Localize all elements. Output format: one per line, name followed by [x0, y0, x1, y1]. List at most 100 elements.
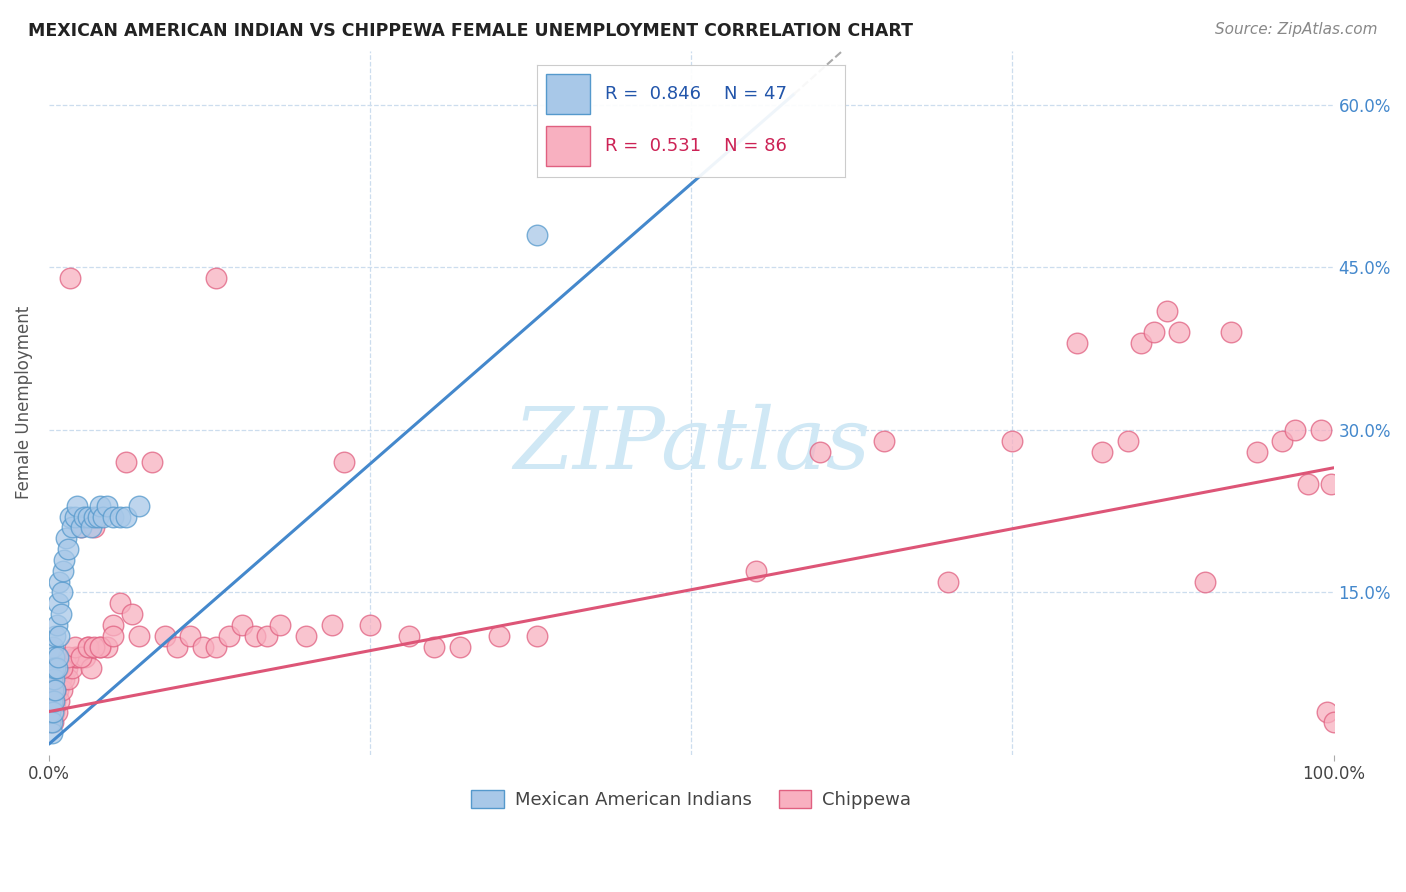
- Point: [63, 640, 86, 654]
- Point: [76, 640, 98, 654]
- Point: [60, 520, 83, 534]
- Text: MEXICAN AMERICAN INDIAN VS CHIPPEWA FEMALE UNEMPLOYMENT CORRELATION CHART: MEXICAN AMERICAN INDIAN VS CHIPPEWA FEMA…: [28, 22, 912, 40]
- Point: [42, 682, 65, 697]
- Point: [53, 672, 76, 686]
- Point: [141, 455, 163, 469]
- Point: [1309, 423, 1331, 437]
- Point: [44, 661, 66, 675]
- Point: [115, 455, 138, 469]
- Point: [218, 629, 240, 643]
- Point: [56, 661, 79, 675]
- Point: [70, 520, 93, 534]
- Point: [55, 531, 77, 545]
- Point: [1066, 336, 1088, 351]
- Point: [243, 629, 266, 643]
- Point: [41, 705, 63, 719]
- Point: [423, 640, 446, 654]
- Point: [1284, 423, 1306, 437]
- Point: [58, 672, 80, 686]
- Point: [66, 499, 89, 513]
- Point: [49, 607, 72, 621]
- Point: [103, 509, 125, 524]
- Point: [128, 499, 150, 513]
- Point: [42, 640, 65, 654]
- Legend: Mexican American Indians, Chippewa: Mexican American Indians, Chippewa: [464, 782, 918, 816]
- Point: [269, 618, 291, 632]
- Point: [42, 672, 65, 686]
- Point: [526, 629, 548, 643]
- Point: [89, 499, 111, 513]
- Point: [41, 694, 63, 708]
- Point: [1320, 477, 1343, 491]
- Point: [108, 596, 131, 610]
- Point: [46, 682, 69, 697]
- Point: [205, 271, 228, 285]
- Point: [42, 715, 65, 730]
- Point: [42, 694, 65, 708]
- Point: [166, 640, 188, 654]
- Point: [45, 705, 67, 719]
- Text: ZIPatlas: ZIPatlas: [513, 404, 870, 486]
- Point: [1194, 574, 1216, 589]
- Point: [179, 629, 201, 643]
- Point: [115, 509, 138, 524]
- Y-axis label: Female Unemployment: Female Unemployment: [15, 306, 32, 500]
- Point: [60, 661, 83, 675]
- Point: [39, 705, 62, 719]
- Point: [48, 694, 70, 708]
- Point: [1156, 303, 1178, 318]
- Point: [333, 455, 356, 469]
- Point: [70, 520, 93, 534]
- Point: [359, 618, 381, 632]
- Point: [46, 596, 69, 610]
- Point: [103, 629, 125, 643]
- Point: [744, 564, 766, 578]
- Point: [1129, 336, 1152, 351]
- Point: [44, 629, 66, 643]
- Point: [48, 574, 70, 589]
- Point: [42, 661, 65, 675]
- Point: [44, 682, 66, 697]
- Point: [46, 661, 69, 675]
- Point: [108, 509, 131, 524]
- Point: [58, 650, 80, 665]
- Point: [121, 607, 143, 621]
- Point: [39, 715, 62, 730]
- Point: [83, 520, 105, 534]
- Point: [153, 629, 176, 643]
- Point: [76, 509, 98, 524]
- Point: [41, 672, 63, 686]
- Point: [51, 682, 73, 697]
- Point: [96, 499, 118, 513]
- Text: Source: ZipAtlas.com: Source: ZipAtlas.com: [1215, 22, 1378, 37]
- Point: [936, 574, 959, 589]
- Point: [1316, 705, 1339, 719]
- Point: [89, 640, 111, 654]
- Point: [45, 661, 67, 675]
- Point: [1271, 434, 1294, 448]
- Point: [44, 682, 66, 697]
- Point: [76, 640, 98, 654]
- Point: [42, 705, 65, 719]
- Point: [53, 553, 76, 567]
- Point: [91, 509, 114, 524]
- Point: [1296, 477, 1319, 491]
- Point: [42, 705, 65, 719]
- Point: [51, 661, 73, 675]
- Point: [1091, 444, 1114, 458]
- Point: [526, 227, 548, 242]
- Point: [42, 694, 65, 708]
- Point: [58, 542, 80, 557]
- Point: [63, 650, 86, 665]
- Point: [41, 726, 63, 740]
- Point: [1116, 434, 1139, 448]
- Point: [51, 585, 73, 599]
- Point: [39, 694, 62, 708]
- Point: [191, 640, 214, 654]
- Point: [41, 715, 63, 730]
- Point: [46, 650, 69, 665]
- Point: [41, 682, 63, 697]
- Point: [58, 271, 80, 285]
- Point: [48, 629, 70, 643]
- Point: [1001, 434, 1024, 448]
